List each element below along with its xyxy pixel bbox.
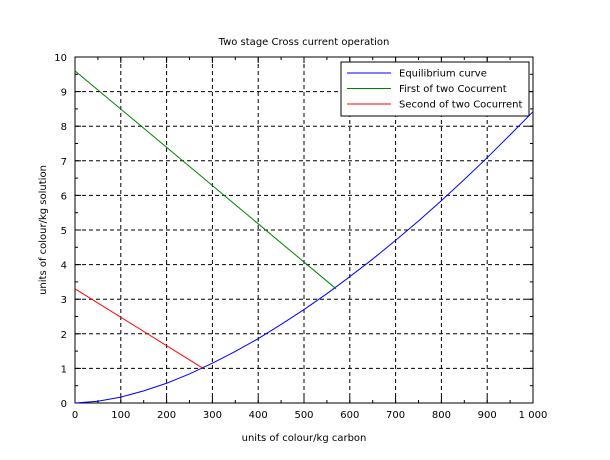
- x-tick-label: 500: [294, 410, 313, 421]
- axis-ticks: [74, 56, 534, 404]
- x-tick-label: 600: [340, 410, 359, 421]
- series-lines: [74, 70, 534, 404]
- series-line-1: [74, 111, 534, 404]
- x-axis-title: units of colour/kg carbon: [242, 433, 367, 444]
- legend-label: Second of two Cocurrent: [399, 100, 522, 111]
- x-tick-label: 0: [72, 410, 78, 421]
- chart-title: Two stage Cross current operation: [218, 37, 390, 48]
- y-tick-label: 7: [61, 157, 67, 168]
- x-tick-label: 800: [432, 410, 451, 421]
- y-tick-label: 3: [61, 295, 67, 306]
- series-line-2: [74, 70, 337, 290]
- y-axis-title: units of colour/kg solution: [38, 165, 49, 295]
- y-tick-label: 1: [61, 364, 67, 375]
- x-tick-label: 300: [203, 410, 222, 421]
- y-axis-tick-labels: 0 1 2 3 4 5 6 7 8 9 10: [54, 53, 67, 410]
- x-tick-label: 100: [111, 410, 130, 421]
- legend: Equilibrium curve First of two Cocurrent S…: [340, 61, 530, 117]
- series-line-3: [74, 288, 204, 369]
- y-tick-label: 4: [61, 261, 67, 272]
- y-tick-label: 8: [61, 122, 67, 133]
- x-axis-tick-labels: 0 100 200 300 400 500 600 700 800 900 1 000: [72, 410, 548, 421]
- x-tick-label: 700: [386, 410, 405, 421]
- y-tick-label: 5: [61, 226, 67, 237]
- y-tick-label: 2: [61, 330, 67, 341]
- y-tick-label: 10: [54, 53, 67, 64]
- y-tick-label: 9: [61, 88, 67, 99]
- y-tick-label: 0: [61, 399, 67, 410]
- x-tick-label: 1 000: [519, 410, 548, 421]
- x-tick-label: 900: [478, 410, 497, 421]
- x-tick-label: 400: [249, 410, 268, 421]
- x-tick-label: 200: [157, 410, 176, 421]
- legend-label: Equilibrium curve: [399, 69, 487, 80]
- y-tick-label: 6: [61, 191, 67, 202]
- legend-label: First of two Cocurrent: [399, 84, 507, 95]
